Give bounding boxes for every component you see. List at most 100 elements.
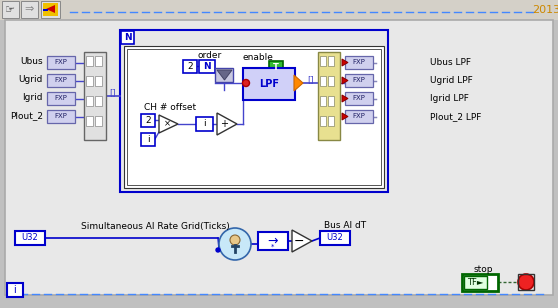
Bar: [86, 116, 93, 126]
Bar: [5, 20, 553, 295]
Text: U32: U32: [326, 233, 343, 242]
Bar: [121, 31, 134, 44]
Bar: [7, 283, 23, 297]
Text: *: *: [271, 244, 275, 250]
Circle shape: [216, 248, 220, 252]
Circle shape: [243, 79, 249, 87]
Text: ×: ×: [163, 120, 171, 128]
Bar: [15, 231, 45, 245]
Bar: [86, 96, 93, 106]
Bar: [328, 56, 334, 66]
Bar: [243, 68, 295, 100]
Text: FXP: FXP: [353, 95, 365, 102]
Bar: [258, 232, 288, 250]
Text: FXP: FXP: [353, 59, 365, 66]
Bar: [320, 96, 326, 106]
Text: Ugrid: Ugrid: [18, 75, 43, 84]
Bar: [95, 76, 102, 86]
Text: +: +: [220, 119, 228, 129]
Text: T: T: [273, 63, 279, 71]
Text: enable: enable: [243, 52, 273, 62]
Text: TF►: TF►: [467, 278, 484, 287]
Polygon shape: [292, 230, 312, 252]
Text: FXP: FXP: [353, 78, 365, 83]
Bar: [215, 68, 233, 82]
Text: i: i: [203, 120, 206, 128]
Text: order: order: [198, 51, 222, 59]
Text: 2: 2: [187, 62, 193, 71]
Text: FXP: FXP: [55, 114, 68, 120]
Polygon shape: [159, 115, 178, 133]
Text: LPF: LPF: [259, 79, 279, 89]
Text: Bus AI dT: Bus AI dT: [324, 221, 366, 230]
Polygon shape: [217, 113, 237, 135]
Text: 2013: 2013: [532, 5, 558, 15]
Text: []: []: [307, 75, 314, 84]
Circle shape: [219, 228, 251, 260]
Bar: [0, 0, 558, 20]
Text: Ubus: Ubus: [21, 58, 43, 67]
Bar: [47, 74, 75, 87]
Bar: [345, 56, 373, 69]
Bar: [345, 110, 373, 123]
Bar: [95, 56, 102, 66]
Bar: [199, 60, 215, 73]
Text: Simultaneous AI Rate Grid(Ticks): Simultaneous AI Rate Grid(Ticks): [80, 221, 229, 230]
Text: PIout_2: PIout_2: [10, 111, 43, 120]
Bar: [127, 49, 381, 185]
Polygon shape: [342, 59, 348, 66]
Text: Igrid: Igrid: [22, 94, 43, 103]
Text: ☞: ☞: [6, 5, 16, 14]
Bar: [141, 114, 155, 127]
Text: U32: U32: [22, 233, 39, 242]
Text: []: []: [110, 88, 116, 98]
Text: CH # offset: CH # offset: [144, 103, 196, 112]
Bar: [47, 56, 75, 69]
Bar: [43, 9, 48, 11]
Bar: [269, 61, 283, 73]
Polygon shape: [217, 70, 232, 80]
Text: Igrid LPF: Igrid LPF: [430, 94, 469, 103]
Bar: [328, 116, 334, 126]
Bar: [95, 116, 102, 126]
Bar: [345, 74, 373, 87]
Bar: [84, 52, 106, 140]
Bar: [320, 76, 326, 86]
Bar: [86, 56, 93, 66]
Text: N: N: [203, 62, 211, 71]
Text: →: →: [268, 234, 278, 248]
Text: i: i: [13, 285, 16, 295]
Bar: [518, 274, 534, 290]
Text: FXP: FXP: [353, 114, 365, 120]
Bar: [120, 30, 388, 192]
Bar: [464, 276, 487, 289]
Bar: [320, 56, 326, 66]
Bar: [318, 52, 340, 140]
Polygon shape: [342, 95, 348, 102]
Polygon shape: [294, 75, 303, 91]
Text: FXP: FXP: [55, 78, 68, 83]
Text: i: i: [147, 135, 150, 144]
Bar: [124, 46, 384, 188]
Bar: [41, 1, 60, 18]
Bar: [183, 60, 197, 73]
Text: PIout_2 LPF: PIout_2 LPF: [430, 112, 482, 121]
Text: Ugrid LPF: Ugrid LPF: [430, 76, 473, 85]
Bar: [43, 3, 58, 16]
Bar: [328, 96, 334, 106]
Bar: [320, 116, 326, 126]
Text: stop: stop: [473, 265, 493, 274]
Bar: [21, 1, 38, 18]
Bar: [86, 76, 93, 86]
Polygon shape: [342, 113, 348, 120]
Bar: [320, 231, 350, 245]
Text: Ubus LPF: Ubus LPF: [430, 58, 471, 67]
Text: FXP: FXP: [55, 95, 68, 102]
Bar: [345, 92, 373, 105]
Bar: [141, 133, 155, 146]
Text: ⇒: ⇒: [25, 5, 34, 14]
Text: −: −: [294, 234, 304, 248]
Circle shape: [230, 235, 240, 245]
Circle shape: [518, 274, 534, 290]
Bar: [47, 110, 75, 123]
